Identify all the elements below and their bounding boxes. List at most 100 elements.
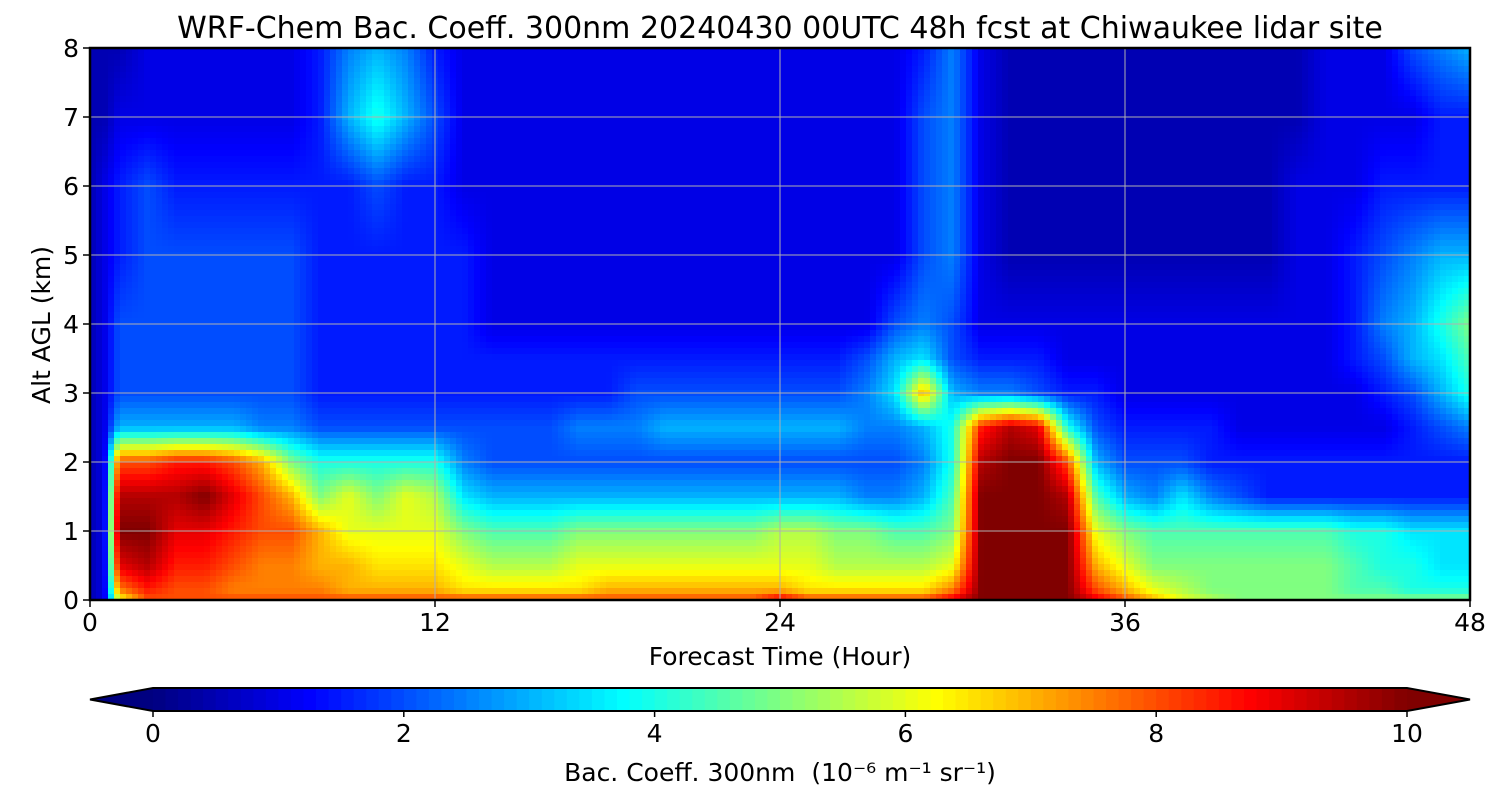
colorbar-segment xyxy=(353,688,367,711)
colorbar-segment xyxy=(1043,688,1057,711)
colorbar-segment xyxy=(993,688,1007,711)
colorbar-segment xyxy=(290,688,305,711)
colorbar-segment xyxy=(278,688,292,711)
y-tick-label: 8 xyxy=(63,34,79,63)
colorbar-segment xyxy=(504,688,518,711)
colorbar-units: (10⁻⁶ m⁻¹ sr⁻¹) xyxy=(811,758,996,787)
colorbar-segment xyxy=(265,688,279,711)
colorbar-label-name: Bac. Coeff. 300nm xyxy=(564,758,795,787)
colorbar-segment xyxy=(642,688,656,711)
colorbar-segment xyxy=(742,688,756,711)
colorbar-segment xyxy=(378,688,392,711)
colorbar-segment xyxy=(215,688,229,711)
colorbar-segment xyxy=(892,688,906,711)
y-tick-label: 5 xyxy=(63,241,79,270)
colorbar-segment xyxy=(1118,688,1132,711)
x-tick-label: 12 xyxy=(419,608,451,637)
colorbar-segment xyxy=(654,688,668,711)
colorbar-segment xyxy=(1218,688,1233,711)
colorbar-segment xyxy=(1005,688,1019,711)
colorbar-segment xyxy=(1018,688,1032,711)
colorbar-segment xyxy=(880,688,894,711)
colorbar-segment xyxy=(1381,688,1396,711)
colorbar-segment xyxy=(704,688,718,711)
colorbar-segment xyxy=(1319,688,1333,711)
colorbar-segment xyxy=(1256,688,1270,711)
colorbar-segment xyxy=(316,688,330,711)
colorbar-tick-label: 0 xyxy=(145,719,161,748)
colorbar-segment xyxy=(491,688,505,711)
colorbar-segment xyxy=(754,688,769,711)
colorbar-segment xyxy=(980,688,994,711)
colorbar-segment xyxy=(366,688,380,711)
y-axis-ticks: 0 1 2 3 4 5 6 7 8 xyxy=(63,34,90,615)
y-tick-label: 2 xyxy=(63,448,79,477)
colorbar-tick-label: 10 xyxy=(1391,719,1423,748)
colorbar-segment xyxy=(554,688,568,711)
colorbar-segment xyxy=(692,688,706,711)
colorbar-segment xyxy=(1143,688,1157,711)
colorbar-extend-high xyxy=(1407,688,1470,711)
colorbar-segment xyxy=(240,688,254,711)
colorbar-segment xyxy=(1193,688,1207,711)
colorbar-segment xyxy=(1106,688,1120,711)
colorbar-tick-label: 8 xyxy=(1148,719,1164,748)
x-axis-label: Forecast Time (Hour) xyxy=(649,642,912,671)
colorbar-segment xyxy=(1369,688,1383,711)
colorbar-segment xyxy=(855,688,869,711)
colorbar-segment xyxy=(729,688,743,711)
colorbar-segment xyxy=(178,688,192,711)
y-axis-label: Alt AGL (km) xyxy=(27,246,56,404)
y-tick-label: 7 xyxy=(63,103,79,132)
y-tick-label: 0 xyxy=(63,586,79,615)
colorbar-segment xyxy=(516,688,530,711)
colorbar-segment xyxy=(780,688,794,711)
colorbar-segment xyxy=(1231,688,1245,711)
colorbar-segment xyxy=(529,688,543,711)
colorbar-segment xyxy=(541,688,555,711)
colorbar-segment xyxy=(466,688,480,711)
colorbar-segment xyxy=(1281,688,1295,711)
colorbar-segment xyxy=(228,688,242,711)
colorbar-segment xyxy=(767,688,781,711)
colorbar-segment xyxy=(667,688,681,711)
colorbar-segment xyxy=(1294,688,1308,711)
x-tick-label: 48 xyxy=(1454,608,1486,637)
colorbar-segment xyxy=(153,688,167,711)
colorbar-ticks: 0 2 4 6 8 10 xyxy=(145,711,1423,748)
colorbar-segment xyxy=(1131,688,1145,711)
heatmap-field xyxy=(90,48,1470,600)
colorbar-segment xyxy=(391,688,405,711)
colorbar-segment xyxy=(917,688,932,711)
colorbar xyxy=(89,687,1471,712)
colorbar-segment xyxy=(441,688,455,711)
colorbar-segment xyxy=(1356,688,1370,711)
colorbar-segment xyxy=(968,688,982,711)
colorbar-segment xyxy=(591,688,606,711)
colorbar-segment xyxy=(1206,688,1220,711)
colorbar-segment xyxy=(717,688,731,711)
colorbar-segment xyxy=(328,688,342,711)
y-tick-label: 3 xyxy=(63,379,79,408)
colorbar-segment xyxy=(1243,688,1258,711)
colorbar-segment xyxy=(1093,688,1107,711)
y-tick-label: 6 xyxy=(63,172,79,201)
x-tick-label: 36 xyxy=(1109,608,1141,637)
colorbar-segment xyxy=(165,688,179,711)
colorbar-segment xyxy=(1080,688,1095,711)
x-tick-label: 0 xyxy=(82,608,98,637)
colorbar-segment xyxy=(1168,688,1182,711)
colorbar-segment xyxy=(905,688,919,711)
colorbar-segment xyxy=(1030,688,1044,711)
colorbar-segment xyxy=(303,688,317,711)
colorbar-segment xyxy=(566,688,580,711)
colorbar-label: Bac. Coeff. 300nm (10⁻⁶ m⁻¹ sr⁻¹) xyxy=(564,758,996,787)
chart-title: WRF-Chem Bac. Coeff. 300nm 20240430 00UT… xyxy=(177,11,1383,46)
colorbar-tick-label: 6 xyxy=(897,719,913,748)
y-tick-label: 4 xyxy=(63,310,79,339)
colorbar-segment xyxy=(867,688,881,711)
colorbar-segment xyxy=(842,688,856,711)
colorbar-segment xyxy=(1055,688,1070,711)
colorbar-segment xyxy=(679,688,693,711)
colorbar-tick-label: 4 xyxy=(647,719,663,748)
